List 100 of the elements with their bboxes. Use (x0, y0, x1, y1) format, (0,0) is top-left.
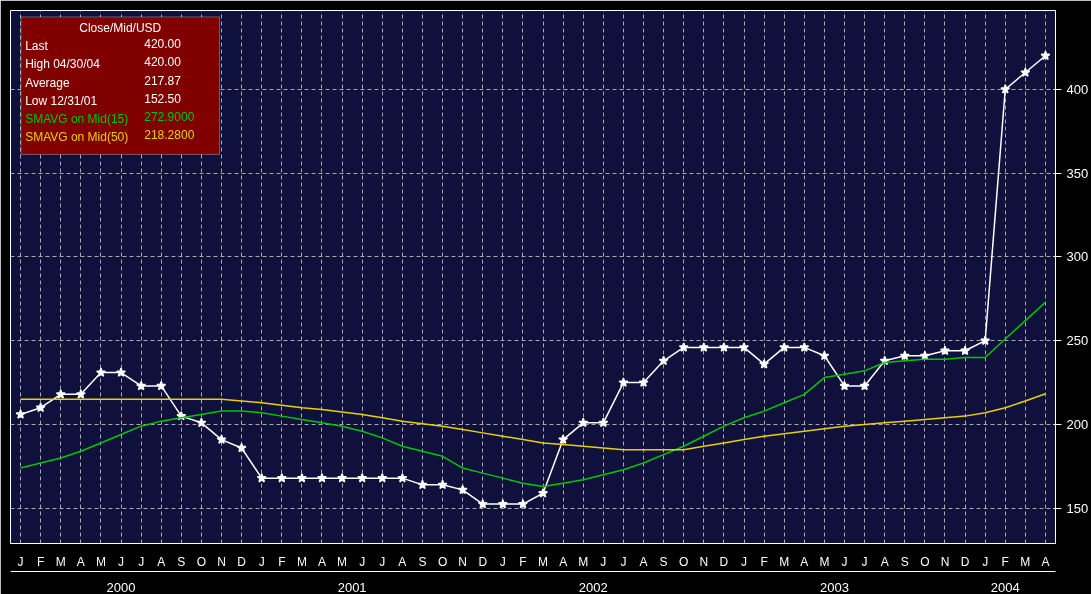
text: 2002 (578, 579, 608, 594)
point (457, 484, 468, 495)
x-tick-label: A (880, 554, 889, 569)
point (417, 479, 428, 490)
x-tick-label: F (278, 554, 286, 569)
x-tick-label: A (639, 554, 648, 569)
point (678, 342, 689, 352)
point (477, 498, 488, 509)
point (980, 335, 991, 346)
point (538, 487, 549, 498)
text: 2001 (337, 579, 367, 594)
annotation: Low 12/31/01 (25, 93, 98, 108)
y-tick-label: 300 (1066, 249, 1089, 265)
x-tick-label: S (659, 554, 668, 569)
annotation: 420.00 (144, 37, 182, 52)
point (698, 342, 709, 352)
point (759, 358, 770, 369)
y-tick-label: 250 (1066, 333, 1089, 349)
x-tick-label: N (699, 554, 709, 569)
x-tick-label: J (741, 554, 748, 569)
point (75, 389, 86, 399)
point (136, 380, 147, 391)
point (236, 442, 247, 453)
annotation: 420.00 (144, 55, 182, 70)
point (558, 434, 569, 444)
x-tick-label: D (237, 554, 247, 569)
x-tick-label: J (258, 554, 265, 569)
point (658, 355, 669, 366)
x-tick-label: F (1001, 554, 1009, 569)
x-tick-label: J (620, 554, 627, 569)
x-tick-label: J (359, 554, 366, 569)
point (256, 472, 267, 483)
x-tick-label: M (819, 554, 830, 569)
x-tick-label: J (17, 554, 24, 569)
x-tick-label: S (177, 554, 186, 569)
point (738, 342, 750, 352)
point (578, 417, 589, 428)
point (1020, 67, 1031, 77)
point (598, 417, 609, 428)
y-tick-label: 200 (1066, 417, 1089, 432)
point (718, 342, 729, 352)
point (960, 345, 971, 356)
x-tick-label: O (437, 554, 448, 569)
x-tick-label: J (841, 554, 848, 569)
y-tick-label: 350 (1066, 165, 1089, 181)
x-tick-label: N (217, 554, 226, 569)
text: 2000 (106, 579, 136, 594)
x-tick-label: M (296, 554, 307, 569)
point (799, 342, 810, 352)
x-tick-label: A (559, 554, 568, 569)
x-tick-label: D (719, 554, 729, 569)
point (276, 472, 287, 483)
point (156, 380, 167, 391)
x-tick-label: A (1041, 554, 1050, 569)
point (638, 377, 649, 387)
point (357, 472, 368, 483)
text: 2004 (990, 579, 1020, 594)
text: SMAVG on Mid(50) (25, 129, 129, 144)
annotation: Last (25, 39, 49, 54)
point (316, 472, 328, 483)
annotation: 152.50 (144, 91, 182, 106)
x-tick-label: M (55, 554, 66, 569)
x-tick-label: M (337, 554, 348, 569)
x-tick-label: J (499, 554, 506, 569)
point (899, 350, 910, 361)
x-tick-label: O (920, 554, 930, 569)
point (35, 402, 46, 413)
point (377, 472, 388, 483)
x-tick-label: O (679, 554, 689, 569)
point (779, 342, 790, 352)
x-tick-label: J (861, 554, 868, 569)
x-tick-label: S (900, 554, 909, 569)
x-tick-label: F (760, 554, 768, 569)
point (95, 367, 106, 377)
legend-title: Close/Mid/USD (79, 21, 162, 36)
x-tick-label: M (538, 554, 549, 569)
x-tick-label: N (940, 554, 950, 569)
annotation: 218.2800 (144, 127, 195, 142)
x-tick-label: J (138, 554, 145, 569)
point (1000, 84, 1011, 94)
point (216, 434, 227, 444)
x-tick-label: D (478, 554, 488, 569)
point (437, 479, 448, 490)
x-tick-label: J (118, 554, 125, 569)
annotation: 217.87 (144, 73, 182, 88)
annotation: High 04/30/04 (25, 57, 101, 72)
text: 2003 (819, 579, 849, 594)
text: SMAVG on Mid(15) (25, 111, 129, 126)
x-tick-label: J (379, 554, 386, 569)
x-tick-label: M (95, 554, 106, 569)
x-tick-label: N (458, 554, 467, 569)
annotation: 272.9000 (144, 109, 195, 124)
x-tick-label: A (157, 554, 166, 569)
point (337, 472, 348, 483)
point (839, 380, 850, 391)
annotation: Average (25, 75, 70, 90)
point (15, 409, 26, 419)
x-tick-label: A (317, 554, 326, 569)
x-tick-label: D (960, 554, 970, 569)
x-tick-label: F (36, 554, 45, 569)
